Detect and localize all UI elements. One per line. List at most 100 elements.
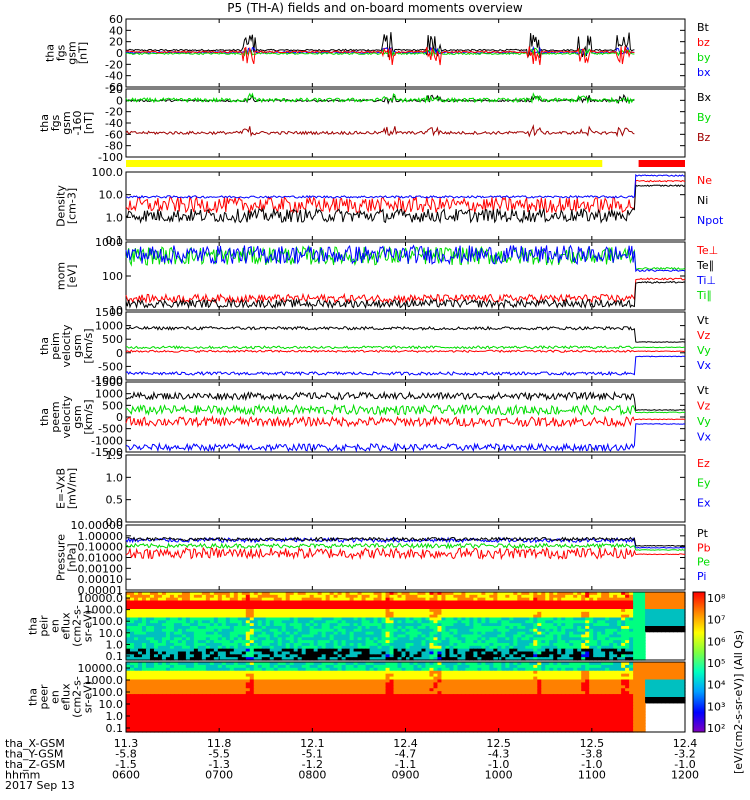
spectrogram-cell	[449, 648, 455, 653]
spectrogram-cell	[489, 664, 494, 669]
spectrogram-cell	[533, 657, 538, 661]
spectrogram-cell	[581, 654, 586, 658]
spectrogram-cell	[141, 611, 147, 616]
spectrogram-cell	[457, 670, 462, 675]
spectrogram-cell	[201, 645, 207, 650]
spectrogram-cell	[201, 628, 207, 633]
spectrogram-cell	[437, 682, 443, 686]
spectrogram-cell	[473, 609, 478, 613]
spectrogram-cell	[581, 609, 586, 613]
spectrogram-cell	[225, 682, 231, 686]
spectrogram-cell	[257, 626, 263, 630]
series-Vz	[125, 349, 686, 354]
spectrogram-cell	[357, 670, 363, 675]
spectrogram-cell	[465, 648, 470, 653]
spectrogram-cell	[545, 609, 550, 613]
spectrogram-cell	[389, 597, 395, 602]
spectrogram-cell	[173, 657, 179, 661]
spectrogram-cell	[169, 628, 175, 633]
spectrogram-cell	[469, 673, 474, 678]
spectrogram-cell	[373, 617, 379, 621]
spectrogram-cell	[509, 592, 514, 596]
y-tick-label: 10.00000	[71, 519, 124, 532]
spectrogram-cell	[205, 594, 211, 599]
spectrogram-cell	[269, 600, 275, 604]
spectrogram-cell	[205, 667, 211, 672]
spectrogram-cell	[669, 673, 674, 678]
spectrogram-cell	[129, 637, 135, 641]
spectrogram-cell	[333, 640, 339, 644]
spectrogram-cell	[549, 609, 554, 613]
spectrogram-cell	[273, 648, 279, 653]
spectrogram-cell	[273, 654, 279, 658]
spectrogram-cell	[617, 640, 622, 644]
spectrogram-cell	[633, 667, 638, 672]
spectrogram-cell	[541, 673, 546, 678]
spectrogram-cell	[261, 606, 267, 610]
spectrogram-cell	[513, 645, 518, 650]
spectrogram-cell	[201, 685, 207, 689]
spectrogram-cell	[173, 626, 179, 630]
spectrogram-cell	[209, 643, 215, 647]
spectrogram-cell	[649, 617, 654, 621]
spectrogram-cell	[477, 617, 482, 621]
spectrogram-cell	[385, 643, 391, 647]
spectrogram-cell	[433, 592, 439, 596]
spectrogram-cell	[145, 626, 151, 630]
spectrogram-cell	[173, 623, 179, 627]
spectrogram-cell	[425, 688, 431, 692]
spectrogram-cell	[265, 654, 271, 658]
spectrogram-cell	[397, 682, 403, 686]
spectrogram-cell	[269, 614, 275, 619]
spectrogram-cell	[609, 603, 614, 607]
spectrogram-cell	[617, 667, 622, 672]
spectrogram-cell	[617, 617, 622, 621]
spectrogram-cell	[457, 626, 462, 630]
spectrogram-cell	[141, 603, 147, 607]
spectrogram-cell	[305, 611, 311, 616]
spectrogram-cell	[457, 623, 462, 627]
spectrogram-cell	[521, 662, 526, 666]
spectrogram-cell	[489, 617, 494, 621]
spectrogram-cell	[357, 682, 363, 686]
spectrogram-cell	[413, 664, 419, 669]
spectrogram-cell	[405, 620, 411, 624]
spectrogram-cell	[185, 628, 191, 633]
spectrogram-cell	[417, 594, 423, 599]
spectrogram-cell	[133, 631, 139, 636]
spectrogram-cell	[597, 592, 602, 596]
spectrogram-cell	[625, 664, 630, 669]
spectrogram-cell	[381, 640, 387, 644]
spectrogram-cell	[505, 667, 510, 672]
spectrogram-cell	[197, 640, 203, 644]
spectrogram-cell	[505, 682, 510, 686]
spectrogram-cell	[605, 676, 610, 681]
spectrogram-cell	[593, 651, 598, 655]
spectrogram-cell	[641, 643, 646, 647]
spectrogram-cell	[169, 606, 175, 610]
spectrogram-cell	[469, 603, 474, 607]
spectrogram-cell	[533, 688, 538, 692]
spectrogram-cell	[137, 614, 143, 619]
spectrogram-cell	[261, 614, 267, 619]
spectrogram-cell	[229, 614, 235, 619]
spectrogram-cell	[477, 685, 482, 689]
spectrogram-cell	[285, 620, 291, 624]
spectrogram-cell	[257, 623, 263, 627]
spectrogram-cell	[257, 600, 263, 604]
spectrogram-cell	[329, 623, 335, 627]
spectrogram-cell	[581, 643, 586, 647]
spectrogram-cell	[269, 594, 275, 599]
spectrogram-cell	[337, 664, 343, 669]
spectrogram-cell	[513, 611, 518, 616]
spectrogram-cell	[177, 637, 183, 641]
spectrogram-cell	[437, 609, 443, 613]
legend-entry: Npot	[697, 214, 724, 227]
spectrogram-cell	[565, 640, 570, 644]
spectrogram-cell	[641, 611, 646, 616]
spectrogram-cell	[669, 685, 674, 689]
y-axis-label: eflux	[60, 612, 73, 640]
spectrogram-cell	[545, 651, 550, 655]
spectrogram-cell	[617, 657, 622, 661]
spectrogram-cell	[593, 606, 598, 610]
